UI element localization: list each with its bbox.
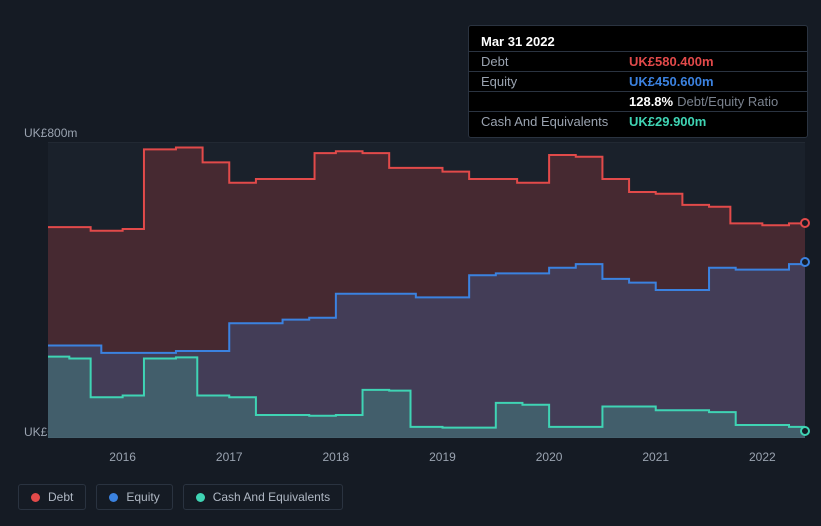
- x-tick-2019: 2019: [429, 450, 456, 464]
- edge-marker-debt: [800, 218, 810, 228]
- legend-item-debt[interactable]: Debt: [18, 484, 86, 510]
- legend-item-equity[interactable]: Equity: [96, 484, 172, 510]
- legend: Debt Equity Cash And Equivalents: [18, 484, 343, 510]
- x-tick-2020: 2020: [536, 450, 563, 464]
- tooltip-equity-row: Equity UK£450.600m: [469, 71, 807, 91]
- tooltip-debt-label: Debt: [481, 54, 629, 69]
- chart-area[interactable]: [48, 142, 805, 438]
- legend-dot-debt: [31, 493, 40, 502]
- tooltip-cash-value: UK£29.900m: [629, 114, 706, 129]
- legend-label-debt: Debt: [48, 490, 73, 504]
- legend-item-cash[interactable]: Cash And Equivalents: [183, 484, 343, 510]
- y-axis-label-max: UK£800m: [24, 126, 77, 140]
- x-tick-2016: 2016: [109, 450, 136, 464]
- x-tick-2018: 2018: [323, 450, 350, 464]
- x-axis-labels: 2016 2017 2018 2019 2020 2021 2022: [48, 450, 805, 470]
- x-tick-2022: 2022: [749, 450, 776, 464]
- edge-marker-cash: [800, 426, 810, 436]
- legend-label-equity: Equity: [126, 490, 159, 504]
- tooltip-debt-value: UK£580.400m: [629, 54, 714, 69]
- x-tick-2021: 2021: [642, 450, 669, 464]
- tooltip-debt-row: Debt UK£580.400m: [469, 51, 807, 71]
- tooltip-cash-label: Cash And Equivalents: [481, 114, 629, 129]
- edge-marker-equity: [800, 257, 810, 267]
- legend-dot-equity: [109, 493, 118, 502]
- legend-dot-cash: [196, 493, 205, 502]
- tooltip-panel: Mar 31 2022 Debt UK£580.400m Equity UK£4…: [468, 25, 808, 138]
- tooltip-date: Mar 31 2022: [481, 34, 555, 49]
- tooltip-ratio-num: 128.8%: [629, 94, 673, 109]
- legend-label-cash: Cash And Equivalents: [213, 490, 330, 504]
- tooltip-ratio-row: 128.8% Debt/Equity Ratio: [469, 91, 807, 111]
- tooltip-ratio-spacer: [481, 94, 629, 109]
- tooltip-ratio-label: Debt/Equity Ratio: [677, 94, 778, 109]
- tooltip-equity-label: Equity: [481, 74, 629, 89]
- tooltip-date-row: Mar 31 2022: [469, 32, 807, 51]
- tooltip-equity-value: UK£450.600m: [629, 74, 714, 89]
- chart-svg: [48, 142, 805, 438]
- tooltip-cash-row: Cash And Equivalents UK£29.900m: [469, 111, 807, 131]
- x-tick-2017: 2017: [216, 450, 243, 464]
